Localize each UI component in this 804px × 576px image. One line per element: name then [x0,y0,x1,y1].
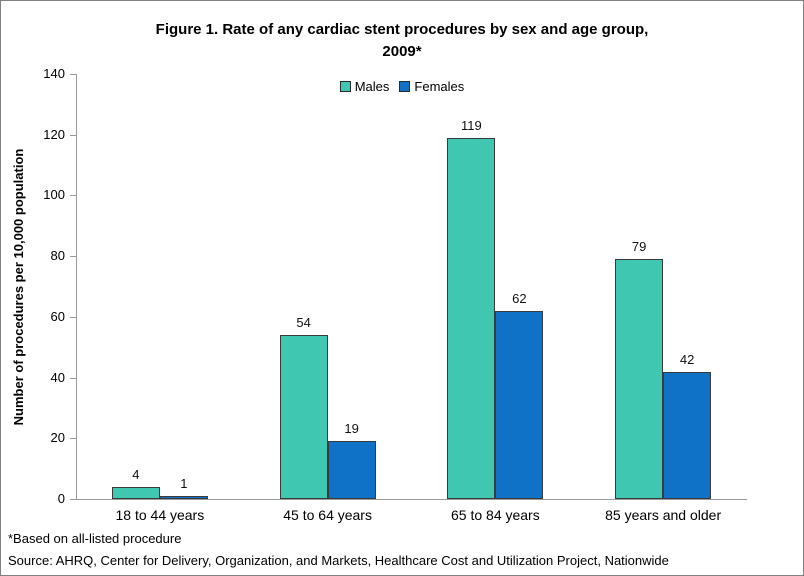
y-tick-label: 100 [43,187,65,203]
y-tick-label: 120 [43,126,65,142]
bar-value-label-males-0: 4 [132,466,140,482]
bar-males-3 [615,259,664,499]
chart-title-line2: 2009* [382,43,422,60]
bar-females-3 [663,371,712,499]
footnote-source: Source: AHRQ, Center for Delivery, Organ… [8,553,669,568]
legend-item-females: Females [399,79,464,94]
bar-value-label-males-2: 119 [461,117,482,133]
bar-males-0 [111,486,160,499]
y-tick-label: 40 [50,369,65,385]
y-tick-label: 60 [50,308,65,324]
y-tick-label: 140 [43,66,65,81]
y-tick-mark [70,134,76,136]
chart-title-line1: Figure 1. Rate of any cardiac stent proc… [155,21,649,38]
y-tick-mark [70,256,76,258]
bar-value-label-males-1: 54 [296,315,311,331]
y-tick-mark [70,195,76,197]
legend: Males Females [1,79,803,94]
footnote-based-on: *Based on all-listed procedure [8,531,182,546]
x-category-label-2: 65 to 84 years [451,507,540,523]
bar-females-1 [327,441,376,499]
x-category-label-3: 85 years and older [605,507,722,523]
y-tick-mark [70,74,76,75]
bar-females-0 [159,495,208,499]
y-tick-label: 20 [50,430,65,446]
x-axis-line [70,499,747,500]
bar-females-2 [495,310,544,499]
bar-value-label-females-1: 19 [344,421,359,437]
y-tick-label: 0 [57,491,65,506]
bar-value-label-females-2: 62 [512,290,527,306]
y-axis-title: Number of procedures per 10,000 populati… [11,148,26,426]
bar-value-label-males-3: 79 [631,239,647,255]
y-tick-mark [70,316,76,318]
y-tick-mark [70,377,76,379]
bar-value-label-females-0: 1 [180,475,188,491]
legend-swatch-females [399,81,411,92]
bar-value-label-females-3: 42 [679,351,695,367]
bar-males-2 [447,137,496,499]
x-category-label-0: 18 to 44 years [115,507,205,523]
legend-label-females: Females [414,79,465,94]
legend-item-males: Males [339,79,390,94]
y-tick-mark [70,438,76,440]
bar-males-1 [279,335,328,499]
legend-swatch-males [339,81,351,92]
y-axis-line [76,74,77,499]
legend-label-males: Males [354,79,390,94]
chart-title: Figure 1. Rate of any cardiac stent proc… [1,19,803,63]
y-tick-label: 80 [50,248,65,264]
x-category-label-1: 45 to 64 years [283,507,372,523]
